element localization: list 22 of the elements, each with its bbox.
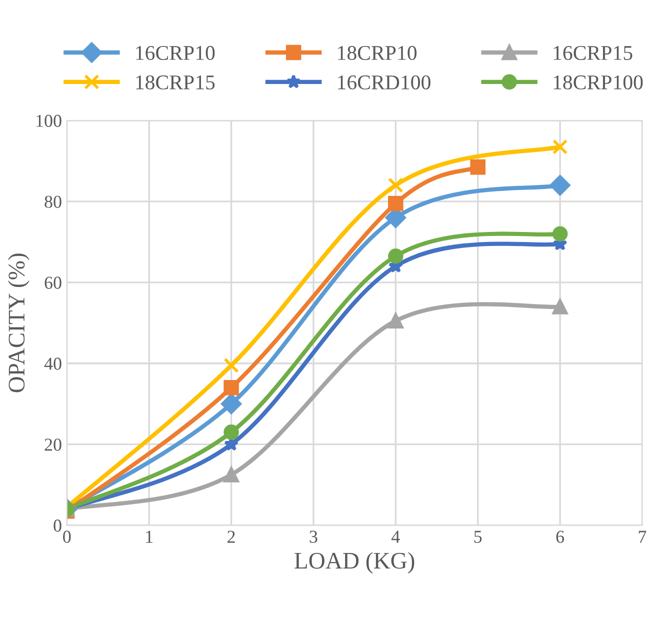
x-tick-label: 3 — [310, 530, 318, 543]
x-tick-label: 7 — [638, 530, 646, 543]
x-tick-label: 6 — [556, 530, 564, 543]
x-tick-label: 2 — [228, 530, 235, 543]
legend-label: 18CRP10 — [338, 46, 417, 60]
x-axis-title: LOAD (KG) — [294, 552, 414, 574]
legend-label: 16CRP15 — [554, 46, 632, 60]
y-tick-label: 0 — [54, 520, 62, 532]
y-tick-label: 40 — [44, 358, 62, 370]
x-tick-label: 0 — [63, 530, 71, 543]
y-axis-title: OPACITY (%) — [8, 254, 30, 392]
legend-label: 18CRP15 — [136, 75, 215, 90]
legend-label: 18CRP100 — [554, 75, 643, 90]
y-tick-label: 80 — [44, 196, 62, 208]
legend-label: 16CRP10 — [136, 46, 215, 60]
x-tick-label: 4 — [392, 530, 400, 543]
x-tick-label: 5 — [474, 530, 482, 543]
y-tick-label: 100 — [36, 114, 62, 127]
y-tick-label: 20 — [44, 438, 62, 451]
legend-label: 16CRD100 — [338, 75, 430, 90]
x-tick-label: 1 — [146, 530, 153, 543]
y-tick-label: 60 — [44, 276, 62, 289]
